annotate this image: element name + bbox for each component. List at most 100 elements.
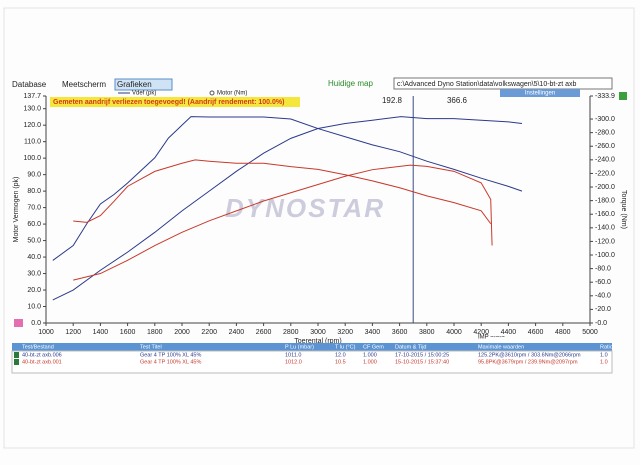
y2-tick-label: -180.0 xyxy=(595,197,615,204)
y2-tick-label: -120.0 xyxy=(595,238,615,245)
imp-label: IMP ~-~-~ xyxy=(478,335,505,341)
x-tick-label: 3600 xyxy=(392,329,408,336)
y-tick-label: 70.0 xyxy=(27,204,41,211)
x-tick-label: 3400 xyxy=(365,329,381,336)
x-tick-label: 1800 xyxy=(147,329,163,336)
y-tick-label: 50.0 xyxy=(27,237,41,244)
y2-tick-label: -260.0 xyxy=(595,143,615,150)
y-tick-label: 120.0 xyxy=(23,122,41,129)
table-cell: 1011.0 xyxy=(285,352,301,358)
y2-tick-label: -240.0 xyxy=(595,157,615,164)
y2-tick-label: -80.0 xyxy=(595,265,611,272)
y2-axis-label: Torque (Nm) xyxy=(620,190,627,229)
logo: DYNOSTAR xyxy=(225,193,385,223)
table-cell: 1.000 xyxy=(363,352,377,358)
frame xyxy=(3,7,635,449)
x-tick-label: 5000 xyxy=(582,329,598,336)
row-marker xyxy=(14,352,19,358)
y2-tick-label: -20.0 xyxy=(595,306,611,313)
y-tick-label: 110.0 xyxy=(24,139,41,146)
pink-icon[interactable] xyxy=(14,319,23,327)
table-body xyxy=(11,350,613,374)
y-tick-label: 80.0 xyxy=(27,188,41,195)
y2-tick-label: -333.9 xyxy=(595,93,615,100)
message-bg xyxy=(50,97,300,107)
x-tick-label: 2800 xyxy=(283,329,299,336)
y2-tick-label: -300.0 xyxy=(595,116,615,123)
y-tick-label: 100.0 xyxy=(23,155,41,162)
cursor-readout: 366.6 xyxy=(447,96,468,105)
row-marker xyxy=(14,359,19,365)
message: Gemeten aandrijf verliezen toegevoegd! (… xyxy=(53,99,284,106)
legend-label: Motor (Nm) xyxy=(217,91,247,97)
table-cell: Gear 4 TP 100% XL 45% xyxy=(140,352,201,358)
y-tick-label: 10.0 xyxy=(27,303,41,310)
y-tick-label: 40.0 xyxy=(27,254,41,261)
tab[interactable]: Grafieken xyxy=(117,80,152,89)
legend-swatch xyxy=(209,90,215,96)
x-tick-label: 1200 xyxy=(65,329,81,336)
green-icon[interactable] xyxy=(619,92,627,100)
table-header: Test Titel xyxy=(140,344,162,350)
table-cell: 12.0 xyxy=(335,352,346,358)
x-tick-label: 2400 xyxy=(229,329,245,336)
x-tick-label: 1400 xyxy=(93,329,109,336)
y2-tick-label: -0.0 xyxy=(595,320,607,327)
y-tick-label: 20.0 xyxy=(27,287,41,294)
table-cell: 40-bt-zt axb.006 xyxy=(22,352,62,358)
table-header: CF Gem xyxy=(363,344,384,350)
table-cell: 10.5 xyxy=(335,359,346,365)
series-line xyxy=(73,164,493,281)
y2-tick-label: -40.0 xyxy=(595,293,611,300)
y2-tick-label: -220.0 xyxy=(595,170,615,177)
x-tick-label: 4800 xyxy=(555,329,571,336)
table-cell: 15-10-2015 / 15:37:40 xyxy=(395,359,449,365)
x-tick-label: 4000 xyxy=(446,329,462,336)
table-cell: Gear 4 TP 100% XL 45% xyxy=(140,359,201,365)
y2-tick-label: -60.0 xyxy=(595,279,611,286)
cursor-readout: 192.8 xyxy=(382,96,403,105)
x-tick-label: 4600 xyxy=(528,329,544,336)
table-header: T lu (°C) xyxy=(335,344,356,350)
button[interactable]: Instellingen xyxy=(525,91,555,97)
table-header: Maximale waarden xyxy=(478,344,524,350)
table-header: Datum & Tijd xyxy=(395,344,426,350)
table-cell: 1.0 xyxy=(600,359,608,365)
series-line xyxy=(52,116,523,301)
folder-path: c:\Advanced Dyno Station\data\volkswagen… xyxy=(397,81,576,88)
x-tick-label: 2600 xyxy=(256,329,272,336)
x-tick-label: 1600 xyxy=(120,329,136,336)
y-tick-label: 60.0 xyxy=(27,221,41,228)
x-axis-label: Toerental (rpm) xyxy=(294,338,341,345)
x-tick-label: 2000 xyxy=(174,329,190,336)
table-cell: 125.2PK@3610rpm / 303.6Nm@2066rpm xyxy=(478,352,581,358)
x-tick-label: 3000 xyxy=(310,329,326,336)
table-header: P Lu (mbar) xyxy=(285,344,314,350)
y2-tick-label: -160.0 xyxy=(595,211,615,218)
series-line xyxy=(52,116,523,261)
tab[interactable]: Database xyxy=(12,80,47,89)
table-cell: 1.000 xyxy=(363,359,377,365)
table-cell: 95.8PK@3679rpm / 239.9Nm@2097rpm xyxy=(478,359,578,365)
x-tick-label: 4400 xyxy=(501,329,517,336)
table-cell: 1.0 xyxy=(600,352,608,358)
button-bg xyxy=(500,89,580,97)
y-tick-label: 90.0 xyxy=(27,171,41,178)
series-line xyxy=(73,159,492,225)
y-tick-label: 0.0 xyxy=(31,320,41,327)
x-tick-label: 2200 xyxy=(201,329,217,336)
table-cell: 40-bt-zt axb.001 xyxy=(22,359,62,365)
table-header-bg xyxy=(12,343,612,351)
folder-label: Huidige map xyxy=(328,79,373,88)
tab[interactable]: Meetscherm xyxy=(62,80,106,89)
table-cell: 17-10-2015 / 15:00:25 xyxy=(395,352,449,358)
y-tick-label: 30.0 xyxy=(27,270,41,277)
table-header: Test/Bestand xyxy=(22,344,54,350)
y-tick-label: 130.0 xyxy=(23,106,41,113)
x-tick-label: 3800 xyxy=(419,329,435,336)
y2-tick-label: -280.0 xyxy=(595,129,615,136)
legend-label: Vdef (pk) xyxy=(132,91,156,97)
y-axis-label: Motor Vermogen (pk) xyxy=(13,177,20,243)
y2-tick-label: -100.0 xyxy=(595,252,615,259)
